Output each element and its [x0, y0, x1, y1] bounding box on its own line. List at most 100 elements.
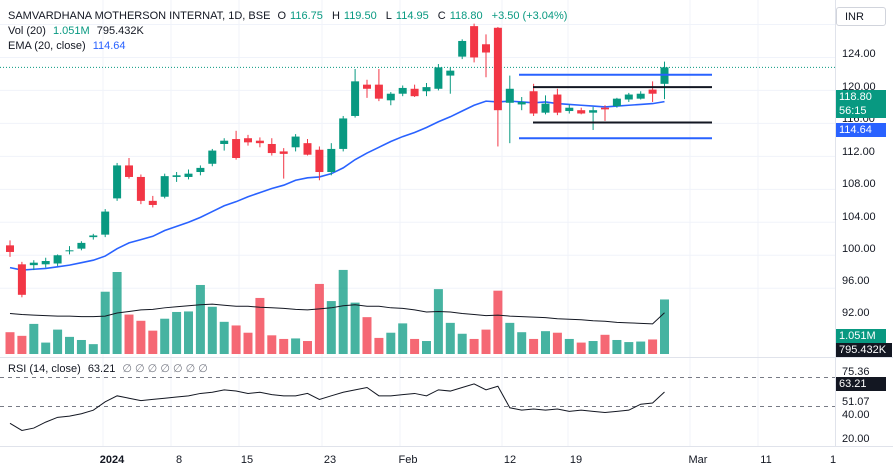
rsi-tag: 63.21 [836, 377, 886, 391]
volume-bar [5, 332, 15, 354]
candle-body [184, 173, 193, 177]
volume-bar [600, 334, 610, 354]
candle-body [279, 151, 288, 154]
candle-body [291, 136, 300, 148]
ema-value: 114.64 [92, 40, 126, 52]
candle-body [458, 40, 467, 57]
candle-body [589, 110, 598, 113]
volume-bar [398, 323, 408, 354]
volume-ma-value: 795.432K [96, 25, 144, 37]
volume-bar [374, 337, 384, 354]
volume-bar [350, 302, 360, 354]
ema-legend[interactable]: EMA (20, close) 114.64 [8, 39, 130, 53]
candle-body [493, 27, 502, 111]
rsi-tick: 20.00 [842, 433, 870, 445]
volume-bar [648, 339, 658, 354]
volume-bar [267, 335, 277, 354]
time-tick: Mar [688, 454, 708, 466]
countdown-tag: 56:15 [836, 104, 886, 118]
currency-button[interactable]: INR [836, 7, 886, 26]
time-tick: 1 [829, 454, 837, 466]
volume-bar [636, 341, 646, 354]
volume-tag: 1.051M [836, 329, 886, 343]
candle-body [374, 84, 383, 99]
candle-body [517, 101, 526, 105]
volume-bar [124, 314, 134, 354]
volume-bar [255, 297, 265, 354]
rsi-legend[interactable]: RSI (14, close) 63.21 ∅ ∅ ∅ ∅ ∅ ∅ ∅ [8, 362, 212, 376]
volume-bar [588, 341, 598, 354]
volume-bar [136, 320, 146, 354]
volume-bar [279, 338, 289, 354]
symbol-title[interactable]: SAMVARDHANA MOTHERSON INTERNAT, 1D, BSE [8, 10, 271, 22]
volume-bar [195, 284, 205, 354]
volume-bar [624, 342, 634, 354]
rsi-label: RSI (14, close) [8, 363, 81, 375]
candle-body [446, 70, 455, 76]
volume-ma-tag: 795.432K [836, 343, 892, 357]
volume-bar [612, 339, 622, 354]
candle-body [267, 143, 276, 154]
candle-body [541, 103, 550, 113]
ohlc-legend: SAMVARDHANA MOTHERSON INTERNAT, 1D, BSE … [8, 9, 571, 23]
volume-bar [517, 332, 527, 354]
price-tick: 100.00 [842, 243, 876, 255]
candle-body [410, 88, 419, 97]
volume-bar [505, 322, 515, 354]
time-tick: 2024 [99, 454, 125, 466]
candle-body [565, 107, 574, 112]
last-price-tag: 118.80 [836, 90, 886, 104]
candle-body [636, 93, 645, 99]
volume-bar [184, 311, 193, 354]
volume-bar [576, 342, 586, 354]
candle-body [612, 98, 621, 107]
candle-body [601, 107, 609, 110]
volume-bar [326, 301, 336, 354]
volume-bar [362, 317, 372, 354]
candle-body [422, 87, 431, 92]
candle-body [327, 148, 336, 173]
rsi-line [9, 383, 665, 432]
time-tick: 12 [503, 454, 517, 466]
candle-body [220, 140, 229, 144]
volume-bar [433, 289, 443, 354]
candle-body [482, 44, 490, 53]
candle-body [17, 264, 26, 295]
volume-bar [410, 338, 420, 354]
volume-bar [529, 338, 539, 354]
candle-body [113, 165, 122, 199]
rsi-tick: 40.00 [842, 409, 870, 421]
candle-body [386, 93, 395, 101]
time-tick: 15 [240, 454, 254, 466]
candle-body [53, 255, 62, 264]
volume-bar [41, 342, 51, 354]
candle-body [196, 167, 205, 173]
price-tick: 96.00 [842, 275, 870, 287]
volume-bar [493, 290, 503, 354]
volume-legend[interactable]: Vol (20) 1.051M 795.432K [8, 24, 148, 38]
volume-bar [552, 332, 562, 354]
candle-body [529, 91, 538, 114]
volume-bar [53, 329, 63, 354]
volume-bar [564, 338, 574, 354]
candle-body [339, 118, 348, 149]
volume-bar [17, 335, 27, 354]
volume-bar [88, 344, 98, 354]
open-value: 116.75 [290, 10, 323, 22]
volume-ma-line [9, 303, 665, 325]
volume-bar [291, 338, 301, 354]
volume-bar [481, 329, 491, 354]
candle-body [648, 89, 657, 94]
candle-body [505, 88, 514, 103]
close-label: C [437, 10, 446, 22]
candle-body [77, 242, 86, 249]
candle-body [232, 139, 241, 158]
candle-body [434, 67, 443, 89]
volume-bar [100, 291, 110, 354]
high-label: H [331, 10, 340, 22]
candle-body [41, 261, 50, 265]
candle-body [101, 211, 110, 235]
candle-body [172, 175, 181, 177]
candle-body [244, 138, 252, 143]
